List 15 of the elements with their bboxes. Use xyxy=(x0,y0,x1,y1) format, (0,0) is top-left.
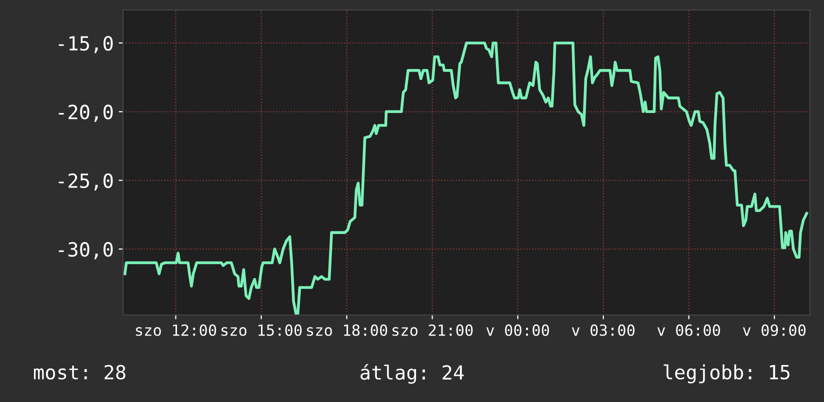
text: legjobb: 15 xyxy=(664,364,790,384)
x-tick-label: v 00:00 xyxy=(486,324,550,336)
x-tick-label: szo 12:00 xyxy=(136,324,216,336)
x-tick-label: v 09:00 xyxy=(742,324,806,336)
y-tick-label: -15,0 xyxy=(58,36,113,54)
y-tick-label: -25,0 xyxy=(58,173,113,191)
text: most: 28 xyxy=(34,364,126,380)
y-tick-label: -20,0 xyxy=(58,104,113,122)
x-tick-label: szo 21:00 xyxy=(392,324,473,336)
x-tick-label: v 03:00 xyxy=(572,324,635,336)
x-tick-label: szo 18:00 xyxy=(306,324,388,336)
y-tick-label: -30,0 xyxy=(58,242,113,260)
x-tick-label: szo 15:00 xyxy=(221,324,302,336)
text: átlag: 24 xyxy=(360,364,464,384)
x-tick-label: v 06:00 xyxy=(657,324,720,336)
